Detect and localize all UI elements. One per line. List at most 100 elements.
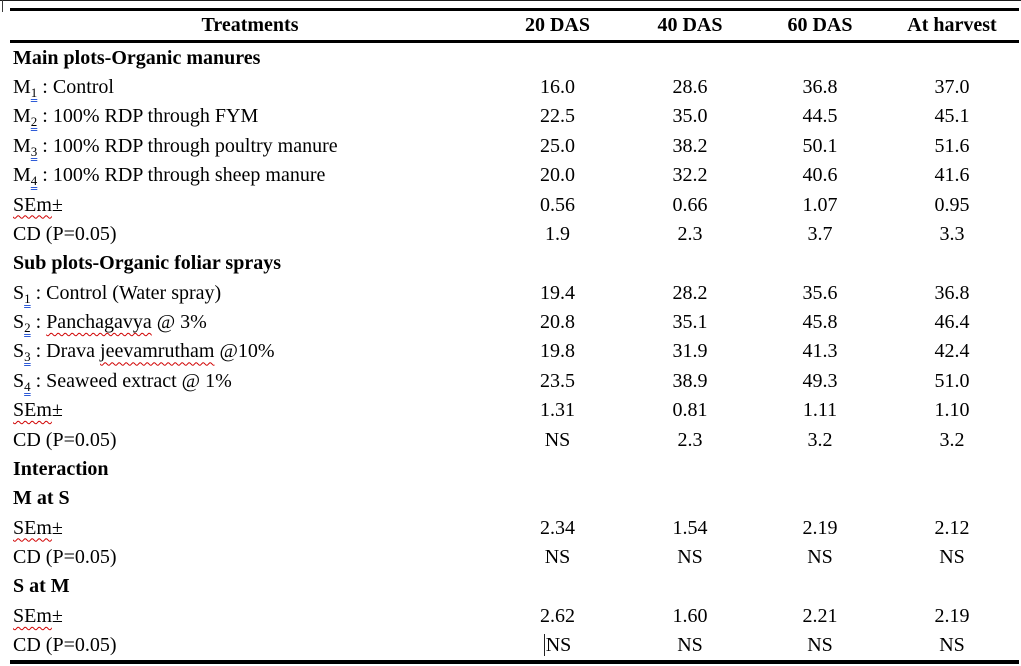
value-cell[interactable]: 0.95	[885, 190, 1019, 219]
value-cell[interactable]: 46.4	[885, 307, 1019, 336]
value-cell[interactable]: 2.34	[490, 513, 625, 542]
value-cell[interactable]: 38.9	[625, 366, 755, 395]
value-cell[interactable]	[755, 572, 885, 601]
value-cell[interactable]	[625, 249, 755, 278]
treatment-label-cell[interactable]: CD (P=0.05)	[10, 542, 490, 571]
value-cell[interactable]: 0.66	[625, 190, 755, 219]
value-cell[interactable]: 42.4	[885, 337, 1019, 366]
value-cell[interactable]	[490, 572, 625, 601]
value-cell[interactable]	[625, 42, 755, 73]
value-cell[interactable]: 35.1	[625, 307, 755, 336]
value-cell[interactable]: 3.3	[885, 219, 1019, 248]
value-cell[interactable]: 3.7	[755, 219, 885, 248]
value-cell[interactable]: NS	[490, 425, 625, 454]
value-cell[interactable]: 1.31	[490, 396, 625, 425]
value-cell[interactable]	[885, 484, 1019, 513]
value-cell[interactable]	[490, 249, 625, 278]
value-cell[interactable]: 31.9	[625, 337, 755, 366]
value-cell[interactable]: NS	[625, 631, 755, 662]
value-cell[interactable]: 44.5	[755, 102, 885, 131]
value-cell[interactable]: 2.62	[490, 601, 625, 630]
value-cell[interactable]: 28.6	[625, 72, 755, 101]
value-cell[interactable]: 20.8	[490, 307, 625, 336]
value-cell[interactable]: 0.81	[625, 396, 755, 425]
value-cell[interactable]: 1.11	[755, 396, 885, 425]
value-cell[interactable]: 1.54	[625, 513, 755, 542]
treatment-label-cell[interactable]: CD (P=0.05)	[10, 425, 490, 454]
value-cell[interactable]: 35.0	[625, 102, 755, 131]
value-cell[interactable]: 32.2	[625, 161, 755, 190]
value-cell[interactable]: 36.8	[755, 72, 885, 101]
value-cell[interactable]: NS	[490, 542, 625, 571]
value-cell[interactable]: 3.2	[755, 425, 885, 454]
value-cell[interactable]: 20.0	[490, 161, 625, 190]
column-header-treatments[interactable]: Treatments	[10, 9, 490, 43]
value-cell[interactable]: NS	[755, 542, 885, 571]
treatment-label-cell[interactable]: S1 : Control (Water spray)	[10, 278, 490, 307]
treatment-label-cell[interactable]: CD (P=0.05)	[10, 631, 490, 662]
value-cell[interactable]: 3.2	[885, 425, 1019, 454]
value-cell[interactable]: 2.3	[625, 425, 755, 454]
value-cell[interactable]: 51.0	[885, 366, 1019, 395]
value-cell[interactable]	[490, 484, 625, 513]
section-label-cell[interactable]: Interaction	[10, 454, 490, 483]
value-cell[interactable]	[490, 454, 625, 483]
value-cell[interactable]: NS	[885, 631, 1019, 662]
value-cell[interactable]: 23.5	[490, 366, 625, 395]
value-cell[interactable]: 1.9	[490, 219, 625, 248]
value-cell[interactable]	[625, 572, 755, 601]
treatment-label-cell[interactable]: S3 : Drava jeevamrutham @10%	[10, 337, 490, 366]
treatment-label-cell[interactable]: SEm±	[10, 396, 490, 425]
value-cell[interactable]	[490, 42, 625, 73]
value-cell[interactable]: 19.4	[490, 278, 625, 307]
value-cell[interactable]: 2.3	[625, 219, 755, 248]
value-cell[interactable]	[755, 42, 885, 73]
treatment-label-cell[interactable]: CD (P=0.05)	[10, 219, 490, 248]
value-cell[interactable]: 36.8	[885, 278, 1019, 307]
value-cell[interactable]: 19.8	[490, 337, 625, 366]
value-cell[interactable]: NS	[625, 542, 755, 571]
value-cell[interactable]: 35.6	[755, 278, 885, 307]
column-header-60-das[interactable]: 60 DAS	[755, 9, 885, 43]
treatment-label-cell[interactable]: M2 : 100% RDP through FYM	[10, 102, 490, 131]
column-header-40-das[interactable]: 40 DAS	[625, 9, 755, 43]
value-cell[interactable]	[885, 572, 1019, 601]
value-cell[interactable]: 45.1	[885, 102, 1019, 131]
treatment-label-cell[interactable]: M1 : Control	[10, 72, 490, 101]
value-cell[interactable]: NS	[755, 631, 885, 662]
value-cell[interactable]: 0.56	[490, 190, 625, 219]
value-cell[interactable]: 51.6	[885, 131, 1019, 160]
value-cell[interactable]: 2.19	[885, 601, 1019, 630]
section-label-cell[interactable]: Sub plots-Organic foliar sprays	[10, 249, 490, 278]
treatment-label-cell[interactable]: S2 : Panchagavya @ 3%	[10, 307, 490, 336]
value-cell[interactable]: 38.2	[625, 131, 755, 160]
value-cell[interactable]: 45.8	[755, 307, 885, 336]
value-cell[interactable]: 16.0	[490, 72, 625, 101]
value-cell[interactable]: 50.1	[755, 131, 885, 160]
value-cell[interactable]: 2.19	[755, 513, 885, 542]
value-cell[interactable]: NS	[885, 542, 1019, 571]
section-label-cell[interactable]: S at M	[10, 572, 490, 601]
value-cell[interactable]	[885, 249, 1019, 278]
value-cell[interactable]: 28.2	[625, 278, 755, 307]
column-header-at-harvest[interactable]: At harvest	[885, 9, 1019, 43]
value-cell[interactable]	[625, 454, 755, 483]
value-cell[interactable]: 49.3	[755, 366, 885, 395]
value-cell[interactable]	[625, 484, 755, 513]
treatment-label-cell[interactable]: S4 : Seaweed extract @ 1%	[10, 366, 490, 395]
value-cell[interactable]	[755, 484, 885, 513]
treatment-label-cell[interactable]: M3 : 100% RDP through poultry manure	[10, 131, 490, 160]
value-cell[interactable]: 22.5	[490, 102, 625, 131]
value-cell[interactable]: 2.21	[755, 601, 885, 630]
section-label-cell[interactable]: M at S	[10, 484, 490, 513]
value-cell[interactable]: 41.3	[755, 337, 885, 366]
treatment-label-cell[interactable]: SEm±	[10, 513, 490, 542]
value-cell[interactable]: 1.10	[885, 396, 1019, 425]
value-cell[interactable]: 37.0	[885, 72, 1019, 101]
treatment-label-cell[interactable]: SEm±	[10, 601, 490, 630]
value-cell[interactable]: 40.6	[755, 161, 885, 190]
section-label-cell[interactable]: Main plots-Organic manures	[10, 42, 490, 73]
value-cell[interactable]: 2.12	[885, 513, 1019, 542]
value-cell[interactable]: 1.07	[755, 190, 885, 219]
